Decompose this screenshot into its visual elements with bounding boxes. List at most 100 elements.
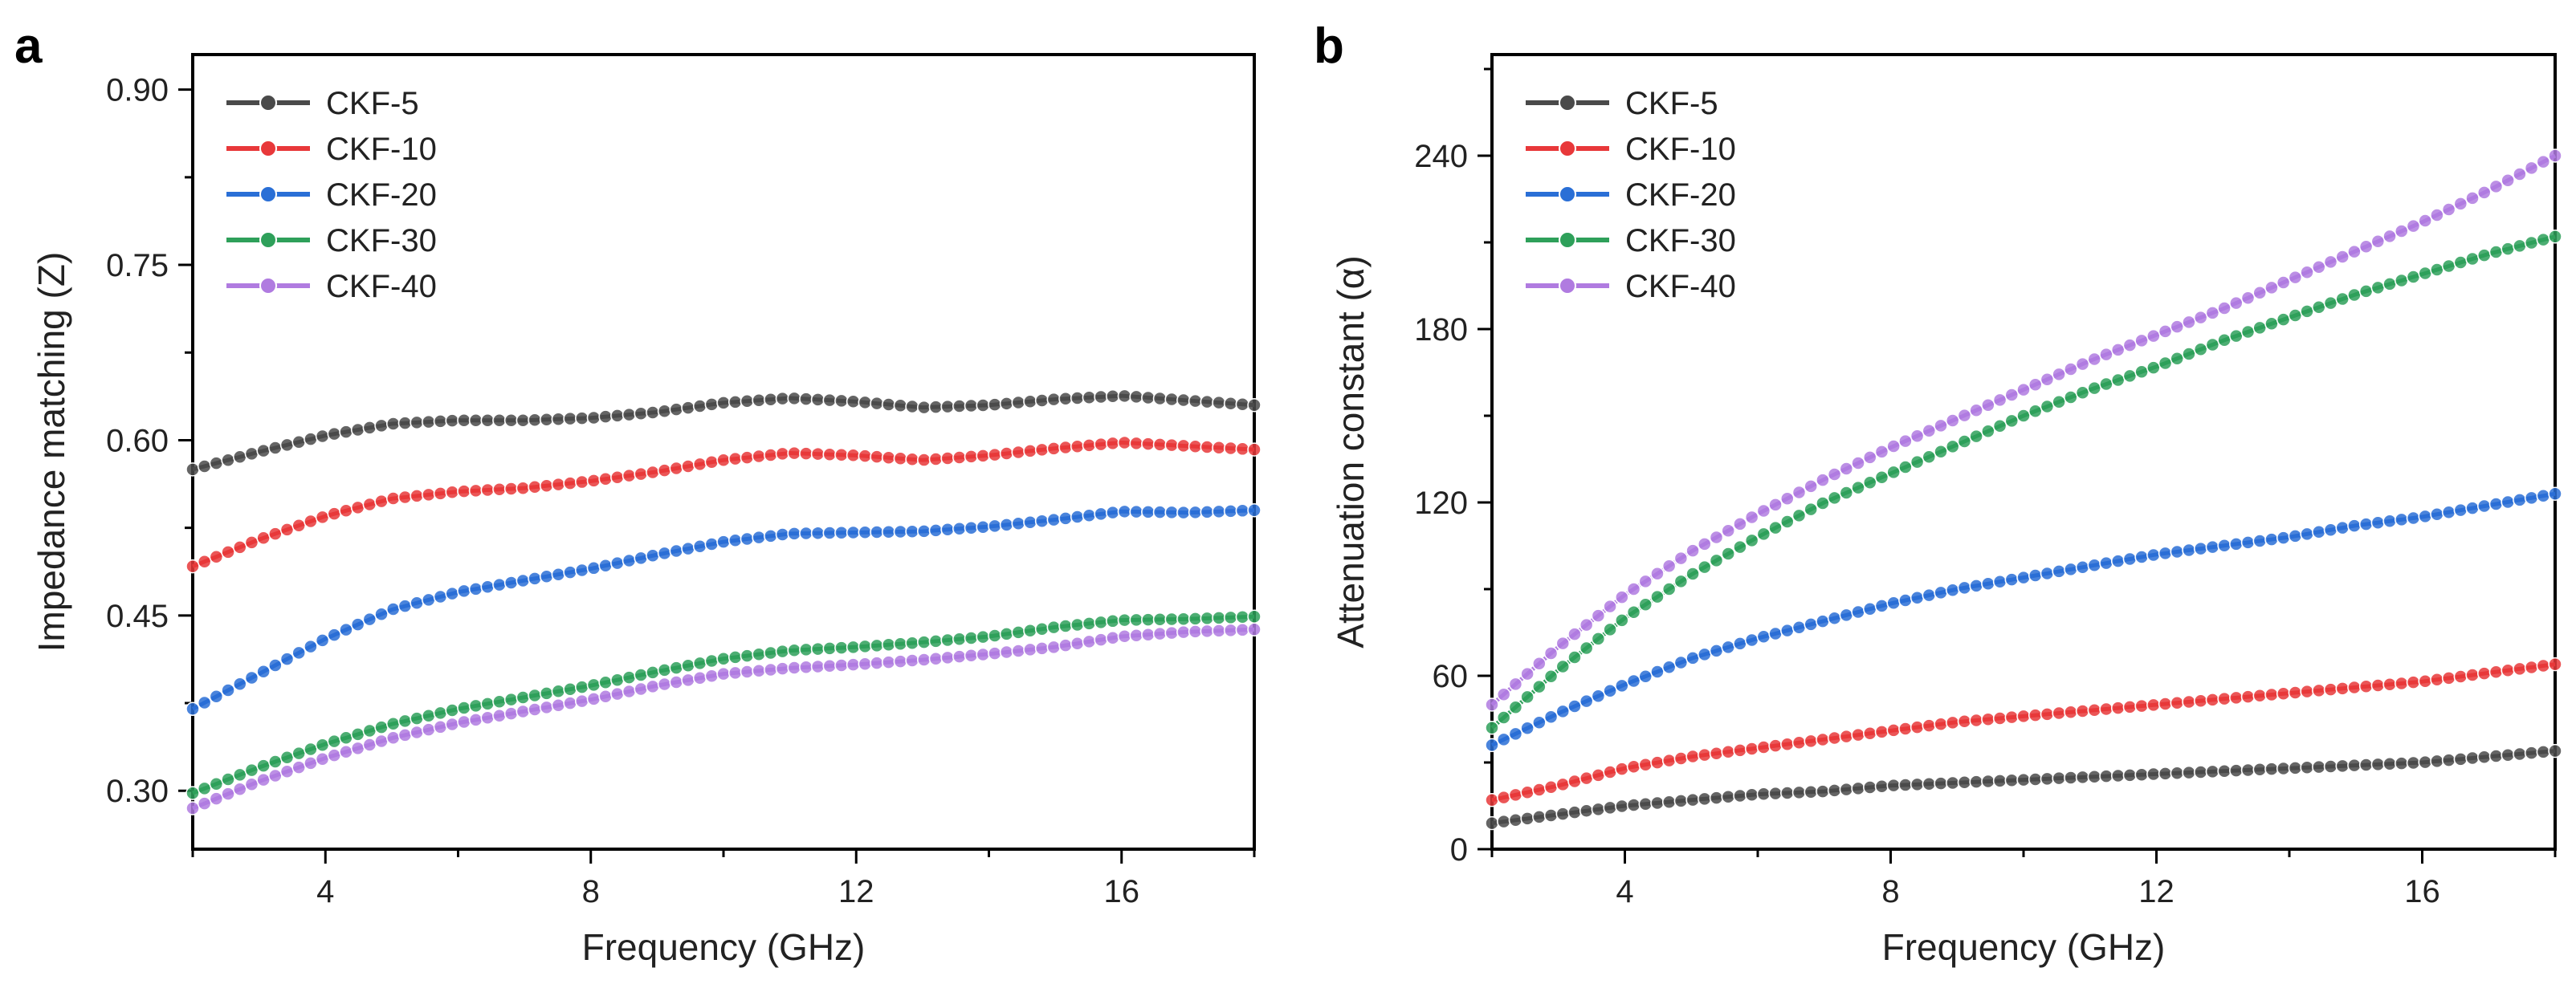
data-point [1638, 597, 1653, 612]
data-point [1046, 441, 1062, 456]
data-point [1981, 712, 1995, 726]
data-point [1485, 721, 1499, 735]
data-point [657, 404, 672, 418]
data-point [657, 546, 672, 561]
data-point [1650, 755, 1665, 770]
data-point [846, 525, 861, 540]
data-point [2382, 229, 2397, 244]
data-point [304, 514, 318, 529]
data-point [2370, 234, 2386, 249]
data-point [2264, 762, 2279, 776]
data-point [905, 524, 919, 539]
data-point [1532, 679, 1547, 694]
data-point [2240, 324, 2256, 340]
data-point [916, 653, 931, 667]
data-point [2524, 746, 2539, 760]
data-point [646, 665, 660, 680]
data-point [2465, 191, 2480, 205]
data-point [1532, 810, 1547, 824]
data-point [385, 730, 401, 746]
data-point [1129, 628, 1143, 643]
data-point [528, 702, 542, 717]
data-point [1992, 392, 2007, 408]
data-point [1011, 516, 1025, 531]
data-point [268, 768, 283, 783]
x-tick-label: 4 [1616, 874, 1633, 909]
data-point [2288, 761, 2303, 775]
data-point [2430, 507, 2444, 522]
data-point [834, 447, 849, 462]
data-point [704, 537, 719, 551]
data-point [468, 582, 483, 596]
data-point [610, 555, 625, 571]
legend-label: CKF-30 [326, 223, 437, 258]
data-point [1638, 574, 1653, 589]
data-point [999, 396, 1014, 411]
data-point [2441, 202, 2456, 217]
data-point [610, 409, 625, 423]
data-point [716, 651, 731, 666]
data-point [256, 772, 271, 787]
data-point [622, 407, 637, 422]
data-point [315, 429, 330, 444]
data-point [681, 401, 695, 415]
data-point [480, 697, 495, 711]
data-point [622, 553, 637, 568]
data-point [1780, 514, 1795, 529]
data-point [740, 665, 755, 679]
data-point [1555, 659, 1571, 674]
data-point [1034, 442, 1050, 457]
data-point [2382, 757, 2397, 771]
data-point [1957, 408, 1972, 423]
data-point [233, 767, 247, 783]
data-point [1839, 608, 1854, 623]
x-tick-label: 8 [582, 874, 600, 909]
data-point [2395, 676, 2409, 691]
data-point [374, 720, 389, 734]
data-point [716, 396, 731, 410]
data-point [1070, 439, 1085, 453]
data-point [669, 675, 683, 689]
data-point [503, 575, 519, 590]
data-point [2110, 372, 2126, 388]
data-point [1188, 393, 1203, 409]
data-point [834, 658, 849, 673]
legend-marker [1559, 231, 1576, 249]
data-point [1721, 745, 1735, 759]
legend-marker [259, 231, 277, 249]
data-point [221, 545, 235, 559]
data-point [810, 641, 825, 657]
data-point [858, 449, 873, 463]
data-point [397, 728, 413, 742]
data-point [2501, 494, 2515, 510]
data-point [2134, 364, 2149, 379]
data-point [291, 645, 306, 661]
data-point [646, 679, 660, 694]
data-point [2548, 657, 2562, 672]
legend-label: CKF-20 [326, 177, 437, 213]
x-tick-label: 12 [2138, 874, 2175, 909]
data-point [1791, 508, 1807, 523]
data-point [410, 415, 424, 430]
data-point [1615, 678, 1629, 693]
data-point [940, 399, 955, 414]
data-point [457, 714, 471, 730]
data-point [1235, 396, 1250, 412]
data-point [492, 694, 507, 709]
data-point [1756, 527, 1771, 542]
data-point [1579, 771, 1594, 786]
data-point [940, 632, 955, 648]
data-point [1839, 782, 1854, 797]
data-point [244, 777, 259, 792]
data-point [2395, 756, 2409, 771]
series-ckf-5 [1485, 743, 2562, 831]
data-point [2488, 665, 2504, 679]
data-point [2300, 760, 2314, 775]
series-ckf-30 [1485, 230, 2562, 735]
data-point [1603, 765, 1617, 779]
data-point [646, 405, 660, 420]
data-point [221, 787, 235, 801]
data-point [598, 409, 613, 424]
data-point [2370, 678, 2386, 693]
data-point [374, 418, 389, 433]
